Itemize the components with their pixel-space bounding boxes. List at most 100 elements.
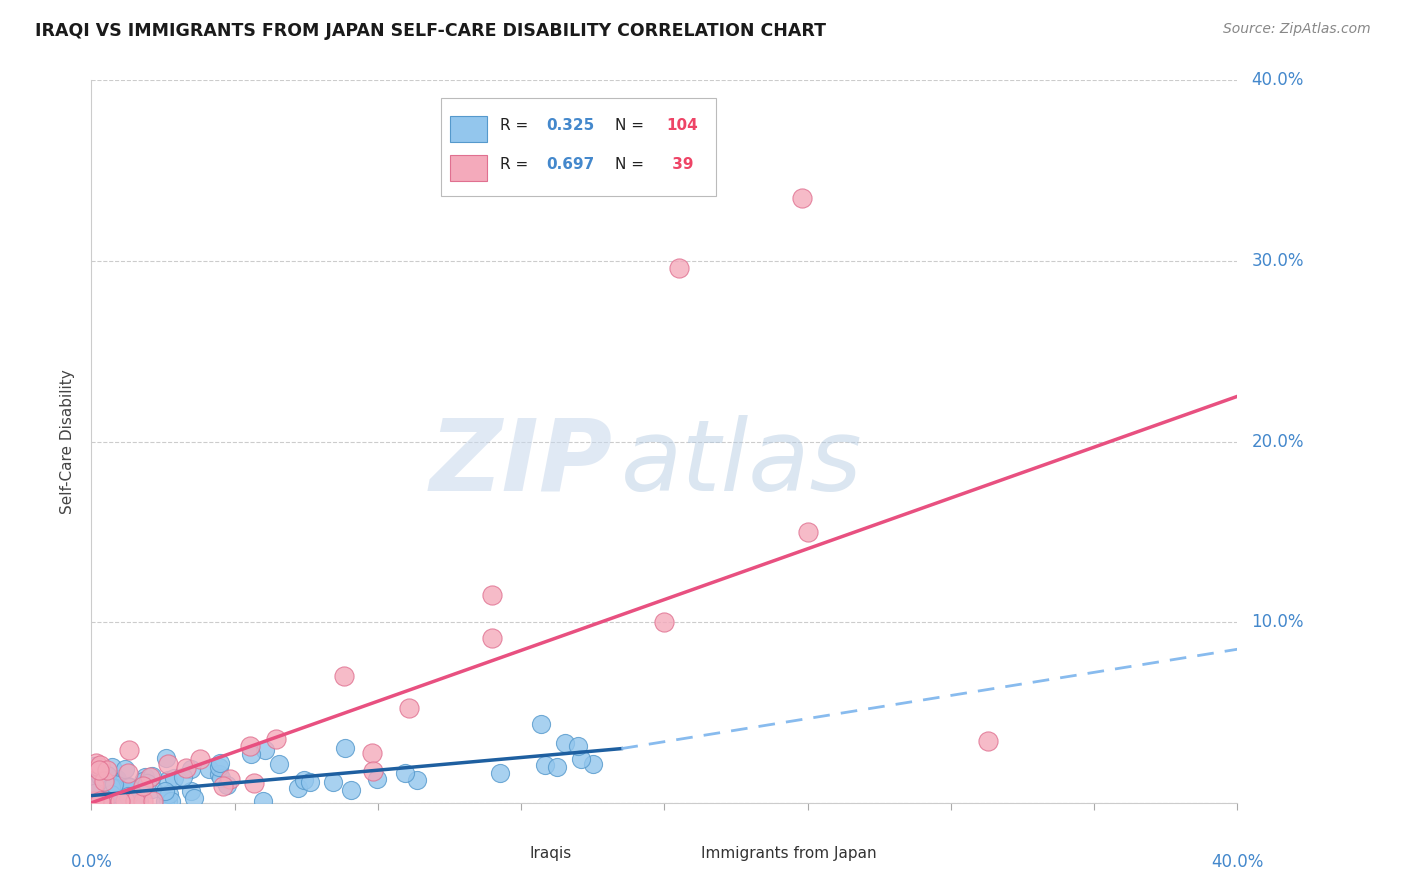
Point: [405, 773, 427, 788]
Point: [333, 669, 356, 683]
Point: [118, 743, 141, 757]
Point: [267, 756, 290, 771]
Point: [101, 780, 124, 794]
Point: [87, 759, 110, 773]
Point: [91, 794, 114, 808]
Point: [100, 780, 122, 794]
Text: 0.0%: 0.0%: [70, 854, 112, 871]
Point: [97, 793, 120, 807]
Point: [156, 794, 179, 808]
Point: [135, 776, 157, 790]
Point: [120, 794, 142, 808]
Point: [155, 750, 177, 764]
Point: [208, 756, 231, 771]
Point: [83, 759, 105, 773]
Point: [292, 773, 315, 788]
Point: [208, 759, 231, 773]
Point: [112, 788, 135, 802]
Point: [89, 794, 111, 808]
Point: [394, 766, 416, 780]
Point: [180, 762, 202, 776]
FancyBboxPatch shape: [441, 98, 716, 196]
Text: Iraqis: Iraqis: [529, 846, 571, 861]
Point: [132, 779, 155, 793]
Point: [97, 794, 120, 808]
Point: [155, 794, 177, 808]
Point: [108, 792, 131, 806]
Point: [110, 794, 132, 808]
Point: [134, 771, 156, 785]
Point: [481, 588, 503, 602]
Text: 20.0%: 20.0%: [1251, 433, 1305, 450]
Point: [86, 792, 108, 806]
Point: [94, 788, 117, 802]
Point: [83, 778, 105, 792]
Point: [335, 740, 357, 755]
Point: [253, 743, 276, 757]
Point: [89, 788, 111, 802]
Point: [243, 776, 266, 790]
Point: [110, 787, 132, 801]
Point: [101, 760, 124, 774]
Point: [84, 756, 107, 770]
Point: [107, 792, 129, 806]
Point: [89, 794, 111, 808]
Point: [197, 763, 219, 777]
Point: [239, 739, 262, 753]
Point: [110, 784, 132, 798]
Point: [108, 794, 131, 808]
Point: [361, 764, 384, 778]
Point: [117, 766, 139, 780]
Point: [104, 773, 127, 788]
Point: [571, 752, 593, 766]
FancyBboxPatch shape: [450, 154, 486, 181]
FancyBboxPatch shape: [651, 839, 695, 867]
Point: [118, 783, 141, 797]
Point: [340, 783, 363, 797]
Text: R =: R =: [501, 157, 534, 172]
Point: [104, 774, 127, 789]
Point: [219, 772, 242, 786]
Point: [796, 524, 818, 539]
Point: [83, 789, 105, 804]
Text: Immigrants from Japan: Immigrants from Japan: [702, 846, 876, 861]
Point: [117, 794, 139, 808]
Point: [180, 784, 202, 798]
Point: [83, 794, 105, 808]
Text: 39: 39: [666, 157, 693, 172]
Text: 0.325: 0.325: [547, 119, 595, 133]
Point: [489, 765, 512, 780]
Point: [208, 767, 231, 781]
Point: [84, 794, 107, 808]
Point: [554, 736, 576, 750]
Point: [172, 770, 194, 784]
Point: [89, 769, 111, 783]
Point: [105, 772, 128, 786]
Point: [83, 791, 105, 805]
Point: [89, 794, 111, 808]
Point: [84, 794, 107, 808]
Point: [111, 783, 134, 797]
Point: [84, 765, 107, 780]
Point: [128, 794, 150, 808]
Point: [91, 794, 114, 808]
Point: [141, 782, 163, 797]
Text: 104: 104: [666, 119, 699, 133]
Point: [209, 771, 232, 785]
Point: [159, 794, 181, 808]
Point: [83, 779, 105, 793]
Point: [215, 778, 238, 792]
Point: [183, 790, 205, 805]
Point: [322, 775, 344, 789]
Point: [190, 751, 212, 765]
Point: [96, 763, 118, 777]
Point: [114, 794, 136, 808]
Point: [652, 615, 675, 629]
Point: [668, 261, 690, 276]
Point: [93, 794, 115, 808]
Point: [977, 734, 1000, 748]
Text: 40.0%: 40.0%: [1251, 71, 1303, 89]
Point: [89, 794, 111, 808]
Point: [132, 794, 155, 808]
Point: [89, 758, 111, 772]
